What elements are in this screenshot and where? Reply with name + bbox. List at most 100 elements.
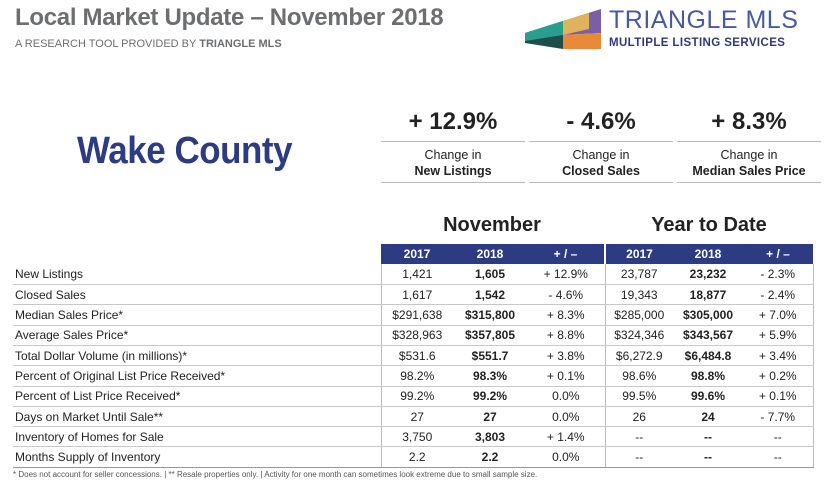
row-label: Percent of List Price Received* (13, 386, 381, 407)
cell-y18: $6,484.8 (673, 345, 743, 367)
cell-ychg: - 7.7% (743, 406, 814, 428)
cell-y18: 24 (673, 406, 743, 428)
cell-y18: 18,877 (673, 284, 743, 306)
cell-m18: 98.3% (453, 365, 527, 387)
cell-m18: $357,805 (453, 325, 527, 346)
kpi-value: + 8.3% (711, 108, 787, 135)
cell-m17: 98.2% (380, 365, 453, 387)
logo-mark-icon (525, 9, 601, 49)
row-label: Months Supply of Inventory (13, 446, 381, 468)
cell-y17: $324,346 (605, 325, 673, 346)
cell-mchg: + 1.4% (527, 426, 606, 448)
row-label: Percent of Original List Price Received* (13, 365, 381, 387)
row-label: Median Sales Price* (13, 304, 381, 326)
col-header-ytd-2018: 2018 (673, 244, 743, 265)
cell-y18: 99.6% (673, 386, 743, 407)
cell-m18: 3,803 (453, 426, 527, 448)
kpi-caption-line2: Closed Sales (562, 164, 640, 178)
col-header-ytd-change: + / – (743, 244, 813, 265)
cell-mchg: - 4.6% (527, 284, 606, 306)
kpi-caption-line1: Change in (720, 148, 778, 162)
cell-y18: $343,567 (673, 325, 743, 346)
cell-y18: -- (673, 426, 743, 448)
cell-mchg: + 12.9% (527, 264, 606, 286)
row-label: Closed Sales (13, 284, 381, 306)
report-subtitle: A RESEARCH TOOL PROVIDED BY TRIANGLE MLS (15, 38, 282, 50)
logo-name: TRIANGLE MLS (609, 6, 799, 34)
cell-ychg: - 2.4% (743, 284, 814, 306)
table-row: Percent of Original List Price Received*… (13, 365, 814, 387)
cell-y17: 98.6% (605, 365, 673, 387)
cell-m17: 3,750 (380, 426, 453, 448)
triangle-mls-logo: TRIANGLE MLS MULTIPLE LISTING SERVICES (523, 3, 823, 51)
col-header-month-2018: 2018 (453, 244, 527, 265)
table-row: Months Supply of Inventory 2.2 2.2 0.0% -- --… (13, 446, 814, 468)
cell-mchg: + 8.8% (527, 325, 606, 346)
cell-m18: $551.7 (453, 345, 527, 367)
kpi-closed-sales: - 4.6% Change in Closed Sales (529, 105, 673, 183)
cell-mchg: + 3.8% (527, 345, 606, 367)
table-header-row: 2017 2018 + / – 2017 2018 + / – (13, 244, 813, 265)
cell-m17: 99.2% (380, 386, 453, 407)
cell-m18: 1,542 (453, 284, 527, 306)
kpi-caption: Change in New Listings (381, 141, 525, 183)
section-heading-month: November (443, 214, 541, 236)
cell-y18: -- (673, 446, 743, 468)
row-label: Inventory of Homes for Sale (13, 426, 381, 448)
cell-ychg: - 2.3% (743, 264, 814, 286)
table-row: Total Dollar Volume (in millions)* $531.6… (13, 345, 814, 367)
cell-m17: $291,638 (380, 304, 453, 326)
cell-mchg: 0.0% (527, 406, 606, 428)
cell-ychg: + 0.2% (743, 365, 814, 387)
cell-y17: -- (605, 426, 673, 448)
table-row: Inventory of Homes for Sale 3,750 3,803 + 1… (13, 426, 814, 448)
cell-ychg: + 7.0% (743, 304, 814, 326)
county-name: Wake County (77, 130, 293, 172)
row-label: Total Dollar Volume (in millions)* (13, 345, 381, 367)
row-label: New Listings (13, 264, 381, 286)
row-label: Average Sales Price* (13, 325, 381, 346)
report-title: Local Market Update – November 2018 (15, 4, 444, 31)
cell-y17: 23,787 (605, 264, 673, 286)
cell-y18: 98.8% (673, 365, 743, 387)
cell-ychg: -- (743, 446, 814, 468)
label-header-blank (13, 244, 381, 264)
logo-tagline: MULTIPLE LISTING SERVICES (609, 37, 786, 49)
cell-y17: 99.5% (605, 386, 673, 407)
kpi-caption-line2: Median Sales Price (692, 164, 806, 178)
kpi-caption-line1: Change in (572, 148, 630, 162)
cell-y17: -- (605, 446, 673, 468)
footnote: * Does not account for seller concession… (13, 470, 538, 479)
section-heading-ytd: Year to Date (651, 214, 767, 236)
cell-mchg: + 8.3% (527, 304, 606, 326)
cell-y17: $6,272.9 (605, 345, 673, 367)
cell-y17: 26 (605, 406, 673, 428)
kpi-value: + 12.9% (408, 108, 498, 135)
cell-m18: 1,605 (453, 264, 527, 286)
cell-m18: $315,800 (453, 304, 527, 326)
cell-m17: 2.2 (380, 446, 453, 468)
cell-ychg: + 3.4% (743, 345, 814, 367)
cell-y18: $305,000 (673, 304, 743, 326)
cell-m17: 1,421 (380, 264, 453, 286)
cell-m18: 2.2 (453, 446, 527, 468)
cell-m17: $531.6 (380, 345, 453, 367)
cell-m17: $328,963 (380, 325, 453, 346)
kpi-value: - 4.6% (566, 108, 636, 135)
table-row: New Listings 1,421 1,605 + 12.9% 23,787 23,23… (13, 264, 814, 286)
subtitle-brand: TRIANGLE MLS (199, 38, 282, 50)
table-row: Closed Sales 1,617 1,542- 4.6% 19,343 18,877… (13, 284, 814, 306)
cell-mchg: + 0.1% (527, 365, 606, 387)
kpi-caption-line2: New Listings (414, 164, 492, 178)
kpi-caption: Change in Closed Sales (529, 141, 673, 183)
cell-m17: 27 (380, 406, 453, 428)
cell-mchg: 0.0% (527, 386, 606, 407)
kpi-caption: Change in Median Sales Price (677, 141, 821, 183)
row-label: Days on Market Until Sale** (13, 406, 381, 428)
kpi-median-sales-price: + 8.3% Change in Median Sales Price (677, 105, 821, 183)
cell-ychg: -- (743, 426, 814, 448)
col-header-month-change: + / – (527, 244, 606, 265)
cell-y18: 23,232 (673, 264, 743, 286)
table-row: Median Sales Price* $291,638 $315,800 + 8.3… (13, 304, 814, 326)
col-header-ytd-2017: 2017 (605, 244, 673, 265)
